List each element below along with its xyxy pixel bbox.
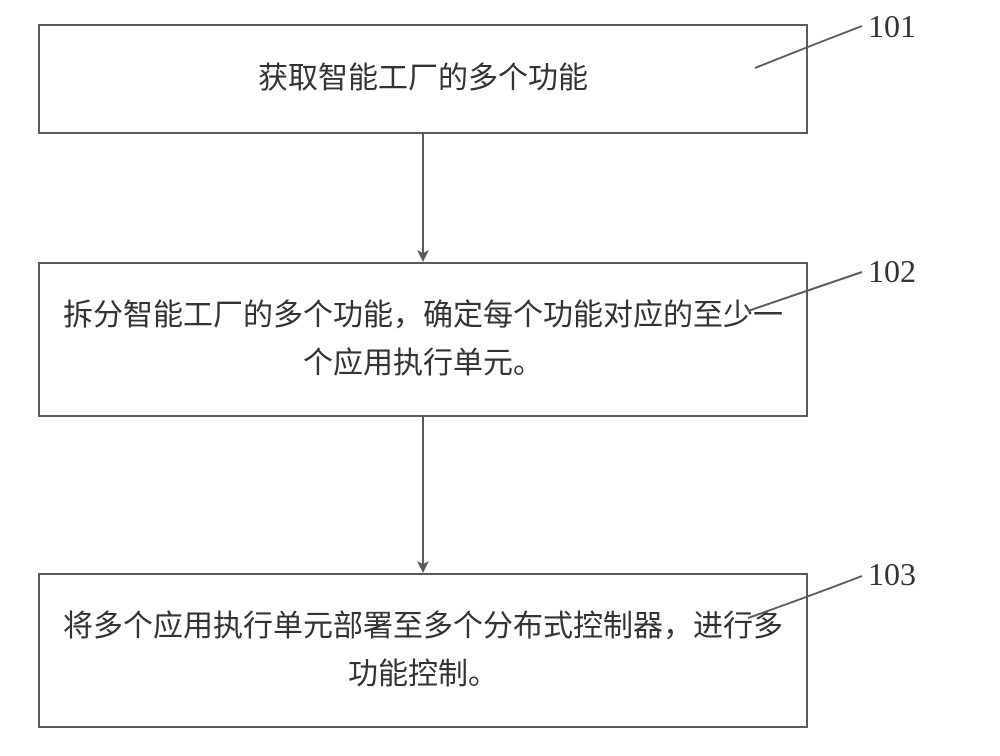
flow-step-3: 将多个应用执行单元部署至多个分布式控制器，进行多功能控制。 <box>38 573 808 728</box>
flow-step-1: 获取智能工厂的多个功能 <box>38 24 808 134</box>
flow-step-2-text: 拆分智能工厂的多个功能，确定每个功能对应的至少一个应用执行单元。 <box>60 292 786 388</box>
step-number-102-text: 102 <box>868 253 916 289</box>
step-number-103: 103 <box>868 556 916 593</box>
flow-step-2: 拆分智能工厂的多个功能，确定每个功能对应的至少一个应用执行单元。 <box>38 262 808 417</box>
step-number-102: 102 <box>868 253 916 290</box>
flow-step-3-text: 将多个应用执行单元部署至多个分布式控制器，进行多功能控制。 <box>60 603 786 699</box>
step-number-103-text: 103 <box>868 556 916 592</box>
step-number-101: 101 <box>868 8 916 45</box>
flowchart-canvas: 获取智能工厂的多个功能 拆分智能工厂的多个功能，确定每个功能对应的至少一个应用执… <box>0 0 1000 756</box>
step-number-101-text: 101 <box>868 8 916 44</box>
flow-step-1-text: 获取智能工厂的多个功能 <box>258 55 588 103</box>
